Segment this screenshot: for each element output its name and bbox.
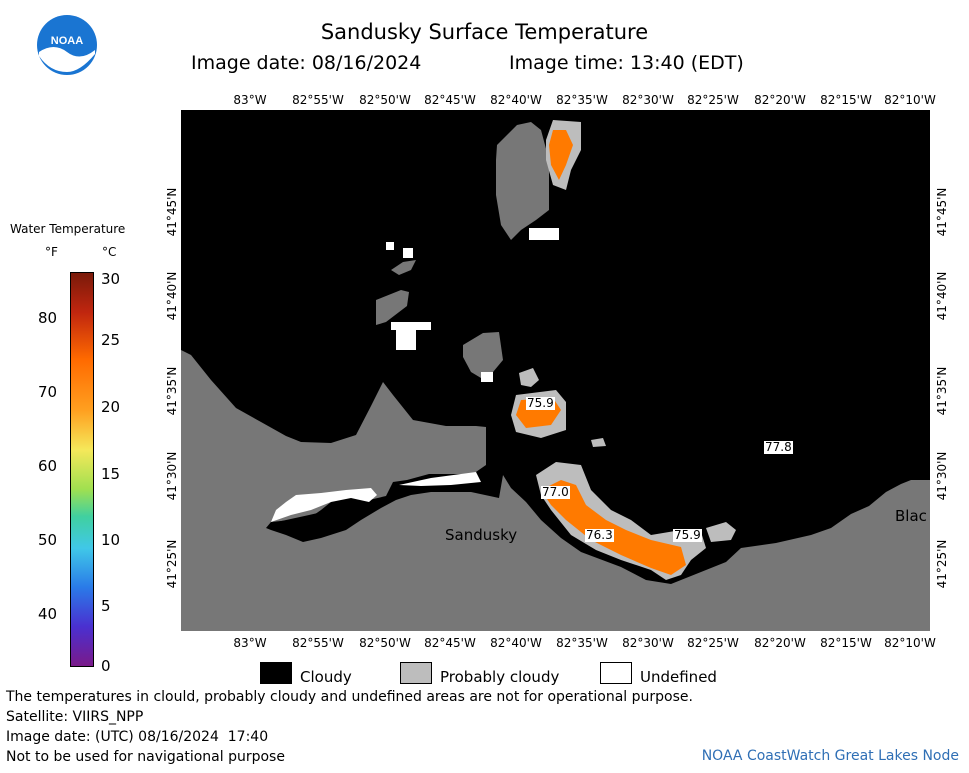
image-date-label: Image date: 08/16/2024	[191, 52, 422, 74]
key-undefined-swatch	[600, 662, 632, 684]
lat-tick-right-4: 41°25'N	[935, 539, 949, 589]
lon-tick-bottom-3: 82°45'W	[424, 636, 476, 650]
lon-tick-top-0: 83°W	[233, 93, 267, 107]
lon-tick-top-6: 82°30'W	[622, 93, 674, 107]
land-mass	[181, 350, 930, 631]
noaa-logo: NOAA	[36, 14, 98, 76]
lon-tick-bottom-8: 82°20'W	[754, 636, 806, 650]
image-time-label: Image time: 13:40 (EDT)	[509, 52, 744, 74]
lon-tick-bottom-9: 82°15'W	[820, 636, 872, 650]
lat-tick-right-2: 41°35'N	[935, 366, 949, 416]
temperature-map: 75.9 77.0 76.3 75.9 77.8 Sandusky Blac	[181, 110, 930, 631]
lat-tick-right-1: 41°40'N	[935, 271, 949, 321]
key-cloudy-label: Cloudy	[300, 668, 352, 686]
city-label-sandusky: Sandusky	[445, 526, 518, 544]
temp-label-1: 75.9	[526, 396, 555, 410]
lat-tick-left-2: 41°35'N	[165, 366, 179, 416]
footer-nav-warning: Not to be used for navigational purpose	[6, 749, 285, 765]
lon-tick-bottom-4: 82°40'W	[490, 636, 542, 650]
legend-c-tick-0: 30	[101, 270, 121, 288]
legend-c-tick-2: 20	[101, 398, 121, 416]
legend-f-tick-0: 80	[38, 309, 58, 327]
key-probably-cloudy-label: Probably cloudy	[440, 668, 560, 686]
lon-tick-bottom-5: 82°35'W	[556, 636, 608, 650]
lat-tick-left-0: 41°45'N	[165, 187, 179, 237]
key-cloudy-swatch	[260, 662, 292, 684]
lon-tick-bottom-0: 83°W	[233, 636, 267, 650]
lon-tick-top-4: 82°40'W	[490, 93, 542, 107]
page-title: Sandusky Surface Temperature	[320, 20, 649, 44]
legend-c-tick-4: 10	[101, 531, 121, 549]
lon-tick-top-9: 82°15'W	[820, 93, 872, 107]
logo-text: NOAA	[51, 35, 83, 47]
lon-tick-top-5: 82°35'W	[556, 93, 608, 107]
lon-tick-top-10: 82°10'W	[884, 93, 936, 107]
lon-tick-bottom-2: 82°50'W	[359, 636, 411, 650]
lon-tick-bottom-7: 82°25'W	[687, 636, 739, 650]
legend-f-tick-1: 70	[38, 383, 58, 401]
legend-c-tick-5: 5	[101, 597, 111, 615]
key-probably-cloudy-swatch	[400, 662, 432, 684]
footer-credit: NOAA CoastWatch Great Lakes Node	[701, 748, 959, 764]
temp-label-4: 75.9	[673, 528, 702, 542]
temp-label-3: 76.3	[585, 528, 614, 542]
temp-label-2: 77.0	[541, 485, 570, 499]
legend-unit-f: °F	[45, 245, 58, 259]
legend-title: Water Temperature	[10, 222, 126, 236]
legend-f-tick-2: 60	[38, 457, 58, 475]
footer-disclaimer: The temperatures in clould, probably clo…	[6, 689, 693, 705]
lon-tick-top-7: 82°25'W	[687, 93, 739, 107]
color-scale-bar	[70, 272, 94, 667]
city-label-edge: Blac	[895, 507, 927, 525]
legend-f-tick-4: 40	[38, 605, 58, 623]
lon-tick-top-8: 82°20'W	[754, 93, 806, 107]
lon-tick-bottom-1: 82°55'W	[292, 636, 344, 650]
lon-tick-top-1: 82°55'W	[292, 93, 344, 107]
lat-tick-right-3: 41°30'N	[935, 451, 949, 501]
lon-tick-top-2: 82°50'W	[359, 93, 411, 107]
legend-unit-c: °C	[102, 245, 117, 259]
lat-tick-right-0: 41°45'N	[935, 187, 949, 237]
legend-f-tick-3: 50	[38, 531, 58, 549]
lon-tick-bottom-6: 82°30'W	[622, 636, 674, 650]
lon-tick-bottom-10: 82°10'W	[884, 636, 936, 650]
legend-c-tick-3: 15	[101, 465, 121, 483]
lon-tick-top-3: 82°45'W	[424, 93, 476, 107]
footer-satellite: Satellite: VIIRS_NPP	[6, 709, 144, 725]
temp-label-5: 77.8	[764, 440, 793, 454]
lat-tick-left-1: 41°40'N	[165, 271, 179, 321]
legend-c-tick-6: 0	[101, 657, 111, 675]
legend-c-tick-1: 25	[101, 331, 121, 349]
footer-utc-date: Image date: (UTC) 08/16/2024 17:40	[6, 729, 269, 745]
key-undefined-label: Undefined	[640, 668, 717, 686]
lat-tick-left-4: 41°25'N	[165, 539, 179, 589]
kelleys-island	[463, 332, 503, 378]
lat-tick-left-3: 41°30'N	[165, 451, 179, 501]
